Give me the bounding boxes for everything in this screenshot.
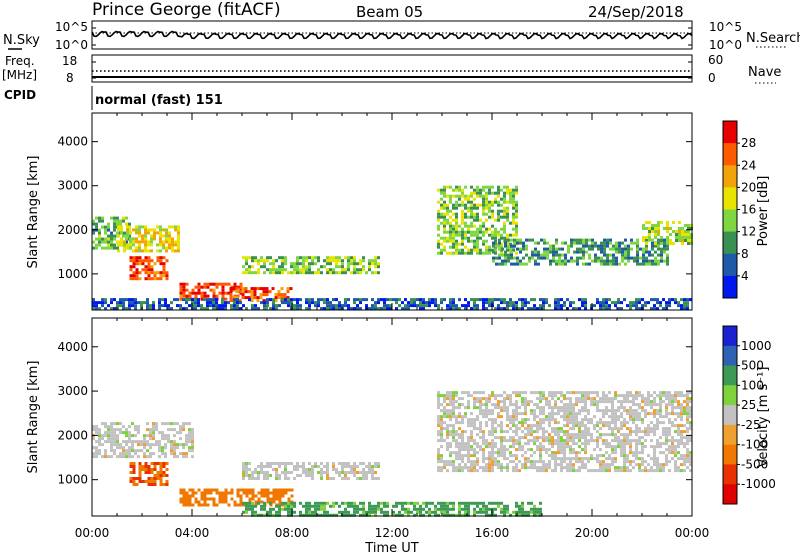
- power-colorbar-tick-0: 28: [741, 136, 756, 150]
- power-region-9: [92, 298, 692, 311]
- power-ytick-label-0: 1000: [57, 267, 88, 281]
- power-ytick-label-2: 3000: [57, 179, 88, 193]
- noise-right-tick-top: 10^5: [709, 20, 742, 34]
- vel-region-5: [242, 501, 542, 517]
- time-tick-3: 12:00: [375, 526, 410, 540]
- power-region-4: [229, 287, 293, 303]
- power-ytick-label-3: 4000: [57, 135, 88, 149]
- time-tick-4: 16:00: [475, 526, 510, 540]
- power-x-ticks: [91, 113, 693, 310]
- velocity-panel: 1000 2000 3000 4000 Slant Range [km] 1000 50…: [26, 317, 776, 517]
- power-colorbar-tick-6: 4: [741, 269, 749, 283]
- vel-colorbar-seg-6: [723, 444, 737, 465]
- vel-colorbar-tick-0: 1000: [741, 339, 772, 353]
- power-colorbar-label: Power [dB]: [756, 176, 771, 247]
- vel-colorbar-seg-3: [723, 385, 737, 406]
- freq-right-tick-top: 60: [708, 53, 723, 67]
- power-heatmap: [92, 185, 693, 311]
- power-region-6: [437, 185, 518, 255]
- vel-region-0: [92, 422, 194, 459]
- power-colorbar-seg-0: [723, 121, 737, 144]
- freq-right-tick-bottom: 0: [708, 71, 716, 85]
- noise-left-tick-bottom: 10^0: [55, 38, 88, 52]
- freq-left-tick-bottom: 8: [66, 71, 74, 85]
- power-region-2: [129, 256, 169, 281]
- velocity-y-axis: 1000 2000 3000 4000: [57, 340, 692, 487]
- vel-colorbar-seg-7: [723, 464, 737, 485]
- power-colorbar-seg-4: [723, 209, 737, 233]
- power-colorbar-seg-5: [723, 231, 737, 255]
- noise-left-tick-top: 10^5: [55, 20, 88, 34]
- vel-colorbar-seg-1: [723, 345, 737, 367]
- velocity-heatmap: [92, 391, 692, 517]
- freq-panel: Freq. [MHz] 18 8 60 0 Nave: [2, 53, 781, 85]
- vel-colorbar-seg-8: [723, 484, 737, 505]
- vel-colorbar-tick-6: -500: [741, 457, 768, 471]
- vel-colorbar-tick-5: -100: [741, 438, 768, 452]
- vel-ytick-label-1: 2000: [57, 428, 88, 442]
- noise-right-tick-bottom: 10^0: [709, 38, 742, 52]
- cpid-row: CPID normal (fast) 151: [4, 86, 223, 110]
- station-title: Prince George (fitACF): [92, 0, 281, 20]
- power-colorbar-tick-2: 20: [741, 180, 756, 194]
- velocity-colorbar-label: Velocity [m s⁻¹]: [756, 367, 771, 468]
- beam-title: Beam 05: [356, 3, 423, 21]
- velocity-x-ticks: [91, 318, 693, 516]
- vel-ytick-label-0: 1000: [57, 473, 88, 487]
- freq-right-label: Nave: [748, 65, 781, 80]
- time-axis-labels: 00:00 04:00 08:00 12:00 16:00 20:00 00:00: [75, 526, 710, 540]
- power-region-5: [242, 256, 380, 275]
- freq-left-unit: [MHz]: [2, 68, 37, 82]
- vel-region-4: [437, 391, 692, 473]
- date-title: 24/Sep/2018: [588, 3, 684, 21]
- vel-colorbar-tick-2: 100: [741, 378, 764, 392]
- power-colorbar-seg-3: [723, 187, 737, 210]
- vel-colorbar-tick-1: 500: [741, 359, 764, 373]
- vel-colorbar-tick-7: -1000: [741, 477, 776, 491]
- power-colorbar-tick-4: 12: [741, 225, 756, 239]
- time-tick-2: 08:00: [275, 526, 310, 540]
- vel-colorbar-tick-3: 25: [741, 398, 756, 412]
- power-colorbar-seg-2: [723, 165, 737, 188]
- power-colorbar-tick-3: 16: [741, 203, 756, 217]
- vel-colorbar-seg-4: [723, 405, 737, 426]
- velocity-ylabel: Slant Range [km]: [26, 361, 41, 474]
- time-tick-1: 04:00: [175, 526, 210, 540]
- noise-right-label: N.Search: [746, 31, 800, 46]
- vel-ytick-label-2: 3000: [57, 384, 88, 398]
- power-region-7: [492, 238, 669, 266]
- power-colorbar-tick-1: 24: [741, 158, 756, 172]
- power-ylabel: Slant Range [km]: [26, 156, 41, 269]
- power-region-1: [117, 225, 180, 253]
- vel-region-3: [242, 462, 380, 480]
- vel-colorbar-seg-2: [723, 365, 737, 386]
- power-panel: 1000 2000 3000 4000 Slant Range [km] 28 24 20…: [26, 112, 771, 311]
- power-colorbar-seg-7: [723, 275, 737, 299]
- time-axis-title: Time UT: [364, 541, 418, 554]
- cpid-value: normal (fast) 151: [95, 93, 223, 108]
- power-ytick-label-1: 2000: [57, 223, 88, 237]
- freq-left-tick-top: 18: [62, 54, 77, 68]
- vel-region-1: [129, 462, 169, 486]
- velocity-colorbar: 1000 500 100 25 -25 -100 -500 -1000: [722, 325, 776, 505]
- power-y-axis: 1000 2000 3000 4000: [57, 135, 692, 281]
- power-colorbar: 28 24 20 16 12 8 4: [722, 120, 756, 299]
- vel-colorbar-seg-5: [723, 424, 737, 446]
- power-colorbar-tick-5: 8: [741, 247, 749, 261]
- vel-ytick-label-3: 4000: [57, 340, 88, 354]
- time-tick-5: 20:00: [575, 526, 610, 540]
- cpid-label: CPID: [4, 88, 36, 102]
- vel-colorbar-tick-4: -25: [741, 418, 761, 432]
- noise-sky-line: [91, 30, 693, 40]
- time-tick-0: 00:00: [75, 526, 110, 540]
- time-tick-6: 00:00: [675, 526, 710, 540]
- freq-left-label: Freq.: [5, 54, 35, 68]
- noise-trace: [91, 30, 693, 40]
- power-colorbar-seg-6: [723, 253, 737, 277]
- vel-colorbar-seg-0: [723, 326, 737, 347]
- noise-panel: N.Sky 10^5 10^0 10^5 10^0 N.Search: [3, 20, 800, 52]
- power-colorbar-seg-1: [723, 143, 737, 166]
- noise-left-label: N.Sky: [3, 33, 40, 48]
